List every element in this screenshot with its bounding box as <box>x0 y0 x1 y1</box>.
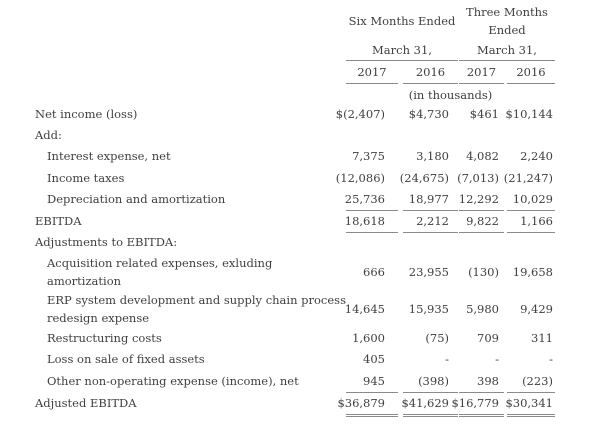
row-label-interest: Interest expense, net <box>47 149 171 163</box>
header-march-three: March 31, <box>477 43 537 57</box>
row-label-depreciation: Depreciation and amortization <box>47 192 226 206</box>
grand-total-rule-1 <box>346 414 398 417</box>
total-rule-4 <box>507 392 555 393</box>
grand-total-rule-4 <box>507 414 555 417</box>
cell-loss-sale-6m-2017: 405 <box>363 352 385 366</box>
subtotal-rule-3 <box>459 210 504 211</box>
ebitda-rule-2 <box>403 232 458 233</box>
cell-loss-sale-6m-2016: - <box>445 352 449 366</box>
year-rule-3 <box>459 83 504 84</box>
cell-erp-6m-2016: 15,935 <box>408 302 449 316</box>
cell-other-6m-2016: (398) <box>418 374 449 388</box>
cell-depreciation-3m-2016: 10,029 <box>512 192 553 206</box>
subtotal-rule-1 <box>346 210 398 211</box>
cell-adjusted-ebitda-3m-2017: $16,779 <box>451 396 499 410</box>
cell-other-6m-2017: 945 <box>363 374 385 388</box>
header-year-1: 2017 <box>357 65 387 79</box>
cell-ebitda-3m-2016: 1,166 <box>520 214 553 228</box>
cell-loss-sale-3m-2017: - <box>495 352 499 366</box>
cell-interest-6m-2017: 7,375 <box>352 149 385 163</box>
year-rule-1 <box>346 83 398 84</box>
cell-taxes-6m-2016: (24,675) <box>399 171 449 185</box>
cell-other-3m-2017: 398 <box>477 374 499 388</box>
row-label-acquisition-line1: Acquisition related expenses, exluding <box>47 256 273 270</box>
cell-depreciation-6m-2016: 18,977 <box>408 192 449 206</box>
cell-interest-3m-2016: 2,240 <box>520 149 553 163</box>
cell-adjusted-ebitda-6m-2017: $36,879 <box>337 396 385 410</box>
cell-depreciation-6m-2017: 25,736 <box>344 192 385 206</box>
cell-ebitda-3m-2017: 9,822 <box>466 214 499 228</box>
cell-acquisition-3m-2017: (130) <box>468 265 499 279</box>
cell-restructuring-3m-2017: 709 <box>477 331 499 345</box>
cell-taxes-6m-2017: (12,086) <box>335 171 385 185</box>
cell-adjusted-ebitda-3m-2016: $30,341 <box>505 396 553 410</box>
cell-ebitda-6m-2016: 2,212 <box>416 214 449 228</box>
header-year-2: 2016 <box>415 65 446 79</box>
header-march-six: March 31, <box>372 43 432 57</box>
total-rule-1 <box>346 392 398 393</box>
header-three-months-line1: Three Months <box>466 5 548 19</box>
subtotal-rule-4 <box>507 210 555 211</box>
row-label-restructuring: Restructuring costs <box>47 331 162 345</box>
cell-erp-6m-2017: 14,645 <box>344 302 385 316</box>
cell-acquisition-3m-2016: 19,658 <box>512 265 553 279</box>
cell-interest-3m-2017: 4,082 <box>466 149 499 163</box>
row-label-net-income: Net income (loss) <box>35 107 138 121</box>
grand-total-rule-2 <box>403 414 458 417</box>
header-rule-three <box>459 60 555 61</box>
cell-adjusted-ebitda-6m-2016: $41,629 <box>401 396 449 410</box>
year-rule-2 <box>403 83 458 84</box>
cell-acquisition-6m-2016: 23,955 <box>408 265 449 279</box>
row-label-acquisition-line2: amortization <box>47 274 122 288</box>
cell-taxes-3m-2017: (7,013) <box>457 171 499 185</box>
units-note: (in thousands) <box>408 88 493 102</box>
ebitda-rule-3 <box>459 232 504 233</box>
grand-total-rule-3 <box>459 414 504 417</box>
header-six-months: Six Months Ended <box>348 14 456 28</box>
cell-erp-3m-2017: 5,980 <box>466 302 499 316</box>
cell-taxes-3m-2016: (21,247) <box>503 171 553 185</box>
header-year-4: 2016 <box>516 65 546 79</box>
header-year-3: 2017 <box>466 65 497 79</box>
cell-restructuring-6m-2016: (75) <box>425 331 449 345</box>
row-label-erp-line1: ERP system development and supply chain … <box>47 293 346 307</box>
cell-loss-sale-3m-2016: - <box>549 352 553 366</box>
cell-net-income-6m-2017: $(2,407) <box>335 107 385 121</box>
row-label-erp-line2: redesign expense <box>47 311 150 325</box>
cell-net-income-3m-2016: $10,144 <box>505 107 553 121</box>
row-label-adjustments: Adjustments to EBITDA: <box>35 235 178 249</box>
row-label-ebitda: EBITDA <box>35 214 82 228</box>
cell-interest-6m-2016: 3,180 <box>416 149 449 163</box>
cell-ebitda-6m-2017: 18,618 <box>344 214 385 228</box>
cell-acquisition-6m-2017: 666 <box>363 265 385 279</box>
cell-other-3m-2016: (223) <box>522 374 553 388</box>
header-rule-six <box>346 60 458 61</box>
row-label-add: Add: <box>35 128 62 142</box>
row-label-taxes: Income taxes <box>47 171 125 185</box>
year-rule-4 <box>507 83 555 84</box>
total-rule-2 <box>403 392 458 393</box>
subtotal-rule-2 <box>403 210 458 211</box>
row-label-other: Other non-operating expense (income), ne… <box>47 374 299 388</box>
cell-depreciation-3m-2017: 12,292 <box>458 192 499 206</box>
cell-net-income-6m-2016: $4,730 <box>408 107 449 121</box>
total-rule-3 <box>459 392 504 393</box>
cell-erp-3m-2016: 9,429 <box>520 302 553 316</box>
row-label-loss-sale: Loss on sale of fixed assets <box>47 352 205 366</box>
header-three-months-line2: Ended <box>488 23 526 37</box>
cell-restructuring-3m-2016: 311 <box>531 331 553 345</box>
cell-restructuring-6m-2017: 1,600 <box>352 331 385 345</box>
row-label-adjusted-ebitda: Adjusted EBITDA <box>35 396 137 410</box>
cell-net-income-3m-2017: $461 <box>469 107 499 121</box>
ebitda-rule-1 <box>346 232 398 233</box>
ebitda-rule-4 <box>507 232 555 233</box>
